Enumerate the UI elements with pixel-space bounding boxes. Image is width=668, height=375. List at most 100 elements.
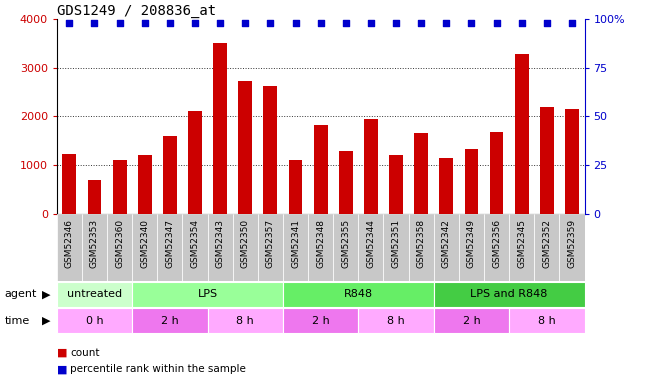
Bar xyxy=(263,86,277,214)
Point xyxy=(491,20,502,26)
Bar xyxy=(534,214,559,281)
Text: LPS and R848: LPS and R848 xyxy=(470,290,548,299)
Text: LPS: LPS xyxy=(198,290,218,299)
Bar xyxy=(57,308,132,333)
Point xyxy=(391,20,401,26)
Bar xyxy=(289,160,303,214)
Bar xyxy=(515,54,528,214)
Bar xyxy=(258,214,283,281)
Point xyxy=(265,20,276,26)
Bar xyxy=(364,118,378,214)
Point xyxy=(114,20,125,26)
Point xyxy=(140,20,150,26)
Point xyxy=(566,20,577,26)
Text: ▶: ▶ xyxy=(42,316,51,326)
Bar xyxy=(213,43,227,214)
Text: count: count xyxy=(70,348,100,357)
Bar xyxy=(132,308,208,333)
Point xyxy=(164,20,175,26)
Bar xyxy=(339,151,353,214)
Text: GSM52360: GSM52360 xyxy=(115,219,124,268)
Text: GSM52349: GSM52349 xyxy=(467,219,476,268)
Bar xyxy=(163,136,177,214)
Bar xyxy=(57,282,132,307)
Text: GSM52343: GSM52343 xyxy=(216,219,224,268)
Bar xyxy=(57,214,82,281)
Bar xyxy=(182,214,208,281)
Point xyxy=(315,20,326,26)
Text: 8 h: 8 h xyxy=(387,316,405,326)
Text: untreated: untreated xyxy=(67,290,122,299)
Bar xyxy=(208,308,283,333)
Text: GSM52347: GSM52347 xyxy=(166,219,174,268)
Text: GSM52346: GSM52346 xyxy=(65,219,74,268)
Bar xyxy=(434,214,459,281)
Point xyxy=(240,20,250,26)
Text: percentile rank within the sample: percentile rank within the sample xyxy=(70,364,246,374)
Text: GSM52341: GSM52341 xyxy=(291,219,300,268)
Bar xyxy=(333,214,358,281)
Point xyxy=(365,20,376,26)
Point xyxy=(64,20,75,26)
Bar xyxy=(484,214,509,281)
Text: GSM52344: GSM52344 xyxy=(367,219,375,268)
Bar xyxy=(409,214,434,281)
Bar xyxy=(434,282,584,307)
Bar xyxy=(383,214,409,281)
Point xyxy=(290,20,301,26)
Bar xyxy=(459,214,484,281)
Text: GSM52355: GSM52355 xyxy=(341,219,350,268)
Bar xyxy=(283,282,434,307)
Bar xyxy=(138,155,152,214)
Bar xyxy=(509,214,534,281)
Text: ■: ■ xyxy=(57,348,67,357)
Text: GSM52350: GSM52350 xyxy=(240,219,250,268)
Point xyxy=(341,20,351,26)
Text: 2 h: 2 h xyxy=(312,316,329,326)
Bar xyxy=(132,282,283,307)
Bar xyxy=(490,132,504,214)
Text: GSM52357: GSM52357 xyxy=(266,219,275,268)
Bar xyxy=(107,214,132,281)
Text: GSM52352: GSM52352 xyxy=(542,219,551,268)
Text: time: time xyxy=(5,316,30,326)
Bar xyxy=(188,111,202,214)
Text: GSM52340: GSM52340 xyxy=(140,219,149,268)
Bar xyxy=(88,180,102,214)
Text: GSM52359: GSM52359 xyxy=(567,219,576,268)
Text: GSM52353: GSM52353 xyxy=(90,219,99,268)
Text: GSM52354: GSM52354 xyxy=(190,219,200,268)
Text: ■: ■ xyxy=(57,364,67,374)
Point xyxy=(542,20,552,26)
Point xyxy=(441,20,452,26)
Bar xyxy=(308,214,333,281)
Text: 0 h: 0 h xyxy=(86,316,104,326)
Bar xyxy=(238,81,252,214)
Bar xyxy=(440,158,453,214)
Text: GSM52351: GSM52351 xyxy=(391,219,401,268)
Bar xyxy=(389,155,403,214)
Bar xyxy=(540,106,554,214)
Text: GDS1249 / 208836_at: GDS1249 / 208836_at xyxy=(57,4,216,18)
Text: agent: agent xyxy=(5,290,37,299)
Point xyxy=(190,20,200,26)
Bar xyxy=(358,308,434,333)
Bar xyxy=(157,214,182,281)
Bar xyxy=(509,308,584,333)
Text: 2 h: 2 h xyxy=(161,316,179,326)
Bar xyxy=(314,124,327,214)
Text: GSM52342: GSM52342 xyxy=(442,219,451,268)
Point xyxy=(89,20,100,26)
Point xyxy=(516,20,527,26)
Text: 2 h: 2 h xyxy=(462,316,480,326)
Bar xyxy=(559,214,584,281)
Bar xyxy=(82,214,107,281)
Text: GSM52348: GSM52348 xyxy=(316,219,325,268)
Bar xyxy=(232,214,258,281)
Text: GSM52345: GSM52345 xyxy=(517,219,526,268)
Bar xyxy=(208,214,232,281)
Text: R848: R848 xyxy=(344,290,373,299)
Bar xyxy=(132,214,157,281)
Bar xyxy=(434,308,509,333)
Text: 8 h: 8 h xyxy=(236,316,254,326)
